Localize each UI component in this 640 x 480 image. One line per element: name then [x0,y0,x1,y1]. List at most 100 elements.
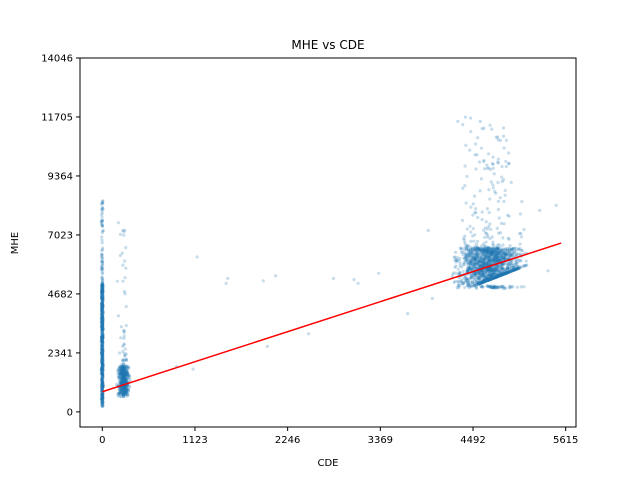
scatter-point [100,381,104,385]
scatter-point [482,252,486,256]
scatter-point [100,314,104,318]
scatter-point [490,127,494,131]
scatter-point [493,250,497,254]
scatter-point [118,372,122,376]
scatter-point [469,259,473,263]
scatter-point [125,375,129,379]
scatter-point [352,278,356,282]
scatter-point [499,273,503,277]
scatter-point [100,309,104,313]
scatter-point [505,271,509,275]
scatter-point [100,323,104,327]
scatter-point [495,246,500,250]
scatter-point [476,248,481,252]
scatter-point [472,283,477,288]
scatter-point [490,251,494,255]
scatter-point [487,250,491,254]
scatter-point [506,270,510,275]
scatter-point [100,207,104,211]
scatter-point [485,278,489,283]
scatter-point [495,253,499,258]
scatter-point [503,262,507,266]
scatter-point [489,253,493,257]
scatter-point [123,387,128,391]
scatter-point [492,254,496,258]
scatter-point [115,382,119,386]
scatter-point [483,279,487,284]
scatter-point [492,285,496,289]
scatter-point [485,245,489,249]
scatter-point [120,377,124,381]
scatter-point [495,273,499,277]
y-tick-label: 0 [67,407,73,418]
scatter-point [100,377,104,381]
scatter-point [510,266,514,270]
scatter-point [488,250,492,254]
scatter-point [100,316,105,320]
scatter-point [480,271,484,275]
scatter-point [465,252,469,256]
scatter-point [479,256,484,260]
scatter-point [124,391,128,395]
scatter-point [100,369,104,373]
scatter-point [100,345,104,349]
scatter-point [489,284,493,288]
scatter-point [494,274,499,279]
scatter-point [486,278,490,282]
scatter-point [459,279,463,284]
scatter-point [502,251,506,255]
scatter-point [101,289,105,294]
scatter-point [119,372,123,376]
scatter-point [121,368,126,372]
scatter-point [100,308,104,312]
scatter-point [483,278,488,282]
scatter-point [101,303,105,307]
scatter-point [495,275,499,279]
scatter-point [460,265,464,269]
scatter-point [463,183,467,188]
scatter-point [512,247,517,251]
scatter-point [484,276,488,281]
scatter-point [468,263,472,267]
scatter-point [120,371,124,375]
scatter-point [485,277,489,281]
scatter-point [124,387,128,391]
scatter-point [100,387,104,392]
scatter-point [101,348,105,352]
scatter-point [497,274,501,278]
scatter-point [507,246,511,251]
scatter-point [100,384,104,388]
scatter-point [99,305,104,309]
scatter-point [100,345,104,349]
scatter-point [122,362,126,366]
scatter-point [100,405,104,409]
scatter-point [121,393,125,397]
scatter-point [120,366,124,370]
scatter-point [100,321,104,325]
scatter-point [100,379,104,383]
scatter-point [101,385,105,389]
scatter-point [121,370,125,374]
scatter-point [100,352,104,356]
scatter-point [509,253,513,258]
scatter-point [487,249,491,253]
scatter-point [101,356,105,360]
scatter-point [100,287,105,291]
scatter-point [487,266,491,271]
scatter-point [124,379,128,384]
scatter-point [476,248,480,252]
scatter-point [477,259,481,263]
scatter-point [471,263,475,267]
scatter-point [480,259,484,264]
scatter-point [127,375,131,379]
scatter-point [124,387,128,392]
scatter-point [514,252,519,256]
scatter-point [100,323,104,327]
scatter-point [492,266,496,271]
scatter-point [99,293,103,297]
scatter-point [100,316,104,320]
scatter-point [482,158,486,163]
scatter-point [469,252,473,256]
scatter-point [501,272,505,276]
scatter-point [101,374,105,378]
